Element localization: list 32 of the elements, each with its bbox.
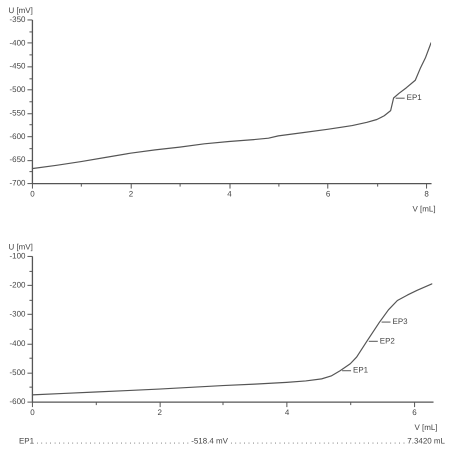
y-tick-label: -500 xyxy=(9,368,26,377)
y-tick-label: -200 xyxy=(9,280,26,290)
y-tick-label: -300 xyxy=(9,310,26,319)
x-tick-label: 2 xyxy=(128,190,134,199)
y-tick-label: -600 xyxy=(9,397,26,406)
y-tick-label: -700 xyxy=(9,178,26,188)
y-tick-label: -350 xyxy=(9,14,26,24)
x-tick-label: 0 xyxy=(30,408,36,418)
annotation: EP1 xyxy=(353,366,369,375)
y-tick-label: -650 xyxy=(9,155,26,164)
y-tick-label: -400 xyxy=(9,38,26,48)
annotation: EP2 xyxy=(380,336,396,346)
x-axis-title: V [mL] xyxy=(414,423,438,432)
x-tick-label: 8 xyxy=(424,190,430,199)
annotation: EP1 xyxy=(406,93,422,102)
y-axis-title: U [mV] xyxy=(8,242,33,252)
x-tick-label: 0 xyxy=(30,190,36,199)
y-tick-label: -400 xyxy=(9,338,26,348)
y-tick-label: -100 xyxy=(9,251,26,260)
y-axis-title: U [mV] xyxy=(8,6,33,15)
text: EP1 . . . . . . . . . . . . . . . . . . . . . . . . . . . . . . . . . . . -518.4 mV . . . . . . . . . . . . . . . . . . . . . . . . . . . . . . . . . . . . . . . . 7.3420 mL xyxy=(18,436,446,446)
x-axis-title: V [mL] xyxy=(412,204,436,214)
y-tick-label: -450 xyxy=(9,62,26,71)
x-tick-label: 6 xyxy=(326,190,331,199)
y-tick-label: -550 xyxy=(9,108,26,118)
x-tick-label: 6 xyxy=(412,408,418,418)
annotation: EP3 xyxy=(392,317,408,326)
x-tick-label: 4 xyxy=(227,190,232,199)
x-tick-label: 2 xyxy=(158,408,163,418)
x-tick-label: 4 xyxy=(284,408,290,418)
y-tick-label: -600 xyxy=(9,132,26,141)
y-tick-label: -500 xyxy=(9,85,26,94)
